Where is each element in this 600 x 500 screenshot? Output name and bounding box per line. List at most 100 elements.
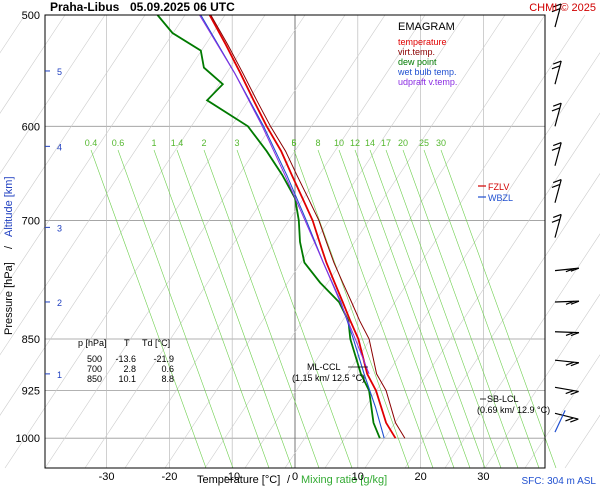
mixing-ratio-tick-label: 12 xyxy=(350,138,360,148)
x-axis-title-mixing: Mixing ratio [g/kg] xyxy=(301,474,387,486)
series-temperature-line xyxy=(208,14,397,439)
mixing-ratio-tick-label: 8 xyxy=(315,138,320,148)
wind-barb xyxy=(554,410,566,433)
mixing-ratio-line xyxy=(402,149,519,469)
dry-adiabat-line xyxy=(0,14,26,54)
dry-adiabat-line xyxy=(364,112,600,469)
mixing-ratio-line xyxy=(354,149,471,469)
copyright-label: CHMI © 2025 xyxy=(529,2,596,14)
temperature-tick-label: 30 xyxy=(477,471,489,483)
wind-barb xyxy=(554,300,580,305)
mixing-ratio-tick-label: 25 xyxy=(419,138,429,148)
temperature-tick-label: 10 xyxy=(352,471,364,483)
wind-barb xyxy=(554,412,579,423)
dry-adiabat-line xyxy=(284,14,586,469)
mixing-ratio-tick-label: 14 xyxy=(365,138,375,148)
mixing-ratio-line xyxy=(153,149,270,469)
wind-barb xyxy=(551,60,562,85)
pressure-tick-label: 850 xyxy=(22,334,40,346)
dry-adiabat-line xyxy=(484,293,600,469)
dry-adiabat-line xyxy=(0,14,66,114)
mixing-ratio-lines xyxy=(90,149,557,469)
table-row-500-p: 500 xyxy=(87,354,102,364)
mixing-ratio-line xyxy=(293,149,410,469)
station-title: Praha-Libus xyxy=(50,0,120,14)
pressure-tick-label: 600 xyxy=(22,121,40,133)
legend: EMAGRAM temperature virt.temp. dew point… xyxy=(397,21,457,87)
table-row-700-p: 700 xyxy=(87,364,102,374)
mixing-ratio-tick-label: 0.4 xyxy=(85,138,98,148)
sb-lcl-label: SB-LCL xyxy=(487,394,519,404)
y-axis-title-pressure: Pressure [hPa] xyxy=(3,262,15,335)
mixing-ratio-tick-label: 2 xyxy=(201,138,206,148)
dry-adiabat-line xyxy=(0,14,186,295)
x-axis-title-temp: Temperature [°C] xyxy=(197,474,280,486)
altitude-tick-label: 5 xyxy=(57,67,62,77)
temperature-tick-label: 20 xyxy=(414,471,426,483)
wind-barb xyxy=(551,141,562,166)
altitude-tick-label: 4 xyxy=(57,142,62,152)
mixing-ratio-tick-label: 0.6 xyxy=(112,138,125,148)
temperature-tick-label: -30 xyxy=(99,471,115,483)
dry-adiabat-line xyxy=(0,14,106,175)
temperature-tick-label: 0 xyxy=(292,471,298,483)
altitude-tick-label: 3 xyxy=(57,223,62,233)
wind-barb xyxy=(554,359,580,367)
mixing-ratio-tick-label: 30 xyxy=(436,138,446,148)
altitude-tick-label: 2 xyxy=(57,298,62,308)
y-axis-separator: / xyxy=(3,245,15,249)
mixing-ratio-tick-label: 1.4 xyxy=(171,138,184,148)
series-layer xyxy=(156,14,406,439)
altitude-tick-label: 1 xyxy=(57,370,62,380)
ml-ccl-label: ML-CCL xyxy=(307,362,341,372)
legend-title: EMAGRAM xyxy=(398,21,455,33)
wind-barb xyxy=(554,267,580,273)
wind-barb xyxy=(551,102,562,127)
mixing-ratio-line xyxy=(117,149,234,469)
series-udpraft-v-temp-line xyxy=(199,14,370,375)
dry-adiabat-line xyxy=(4,14,306,469)
table-header-td: Td [°C] xyxy=(142,338,170,348)
legend-virt-temp: virt.temp. xyxy=(398,47,435,57)
mixing-ratio-line xyxy=(203,149,320,469)
sb-lcl-value: (0.69 km/ 12.9 °C) xyxy=(477,405,550,415)
table-row-850-t: 10.1 xyxy=(118,374,136,384)
dry-adiabat-line xyxy=(0,14,266,416)
mixing-ratio-line xyxy=(176,149,293,469)
y-axis-title: Pressure [hPa] / Altitude [km] xyxy=(3,176,15,335)
mixing-ratio-line xyxy=(385,149,502,469)
table-row-700-t: 2.8 xyxy=(123,364,136,374)
datetime-label: 05.09.2025 06 UTC xyxy=(130,0,235,14)
table-row-850-p: 850 xyxy=(87,374,102,384)
x-axis-separator: / xyxy=(287,474,291,486)
dry-adiabat-line xyxy=(124,14,426,469)
legend-updraft: udpraft v.temp. xyxy=(398,77,457,87)
pressure-tick-label: 700 xyxy=(22,215,40,227)
fzlv-label: FZLV xyxy=(488,182,509,192)
dry-adiabat-line xyxy=(44,14,346,469)
mixing-ratio-line xyxy=(423,149,540,469)
mixing-ratio-line xyxy=(90,149,207,469)
legend-wet-bulb: wet bulb temp. xyxy=(397,67,457,77)
wind-barb xyxy=(551,213,562,238)
mixing-ratio-line xyxy=(236,149,353,469)
y-axis-title-altitude: Altitude [km] xyxy=(3,176,15,237)
wind-barb xyxy=(551,3,562,28)
grid-layer xyxy=(0,14,600,469)
table-row-500-td: -21.9 xyxy=(153,354,174,364)
plot-frame xyxy=(44,14,546,469)
sounding-table: p [hPa] T Td [°C] 500 -13.6 -21.9 700 2.… xyxy=(78,338,174,384)
dry-adiabat-line xyxy=(324,52,600,469)
mixing-ratio-line xyxy=(440,149,557,469)
mixing-ratio-tick-label: 17 xyxy=(381,138,391,148)
legend-temperature: temperature xyxy=(398,37,447,47)
dry-adiabat-line xyxy=(204,14,506,469)
table-header-p: p [hPa] xyxy=(78,338,107,348)
dry-adiabat-line xyxy=(0,14,226,356)
sfc-label: SFC: 304 m ASL xyxy=(522,476,597,487)
dry-adiabat-line xyxy=(244,14,546,469)
dry-adiabat-line xyxy=(0,14,146,235)
series-virt-temp-line xyxy=(210,14,406,439)
